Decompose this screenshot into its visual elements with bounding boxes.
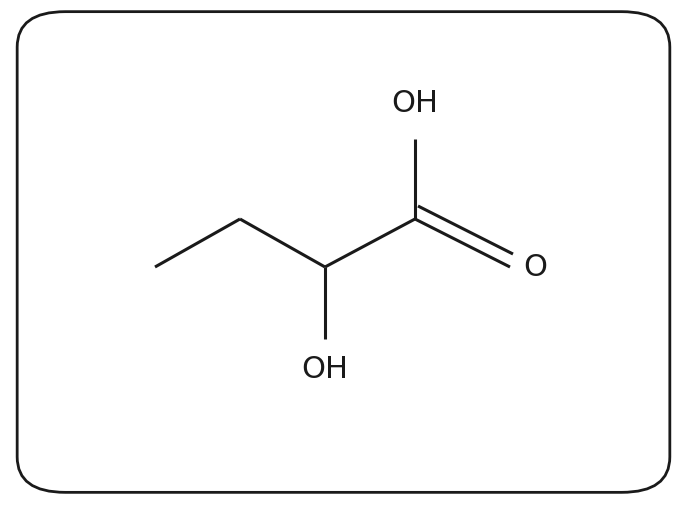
Text: OH: OH [392,89,438,118]
Text: OH: OH [302,355,348,383]
Text: O: O [523,253,547,282]
FancyBboxPatch shape [17,13,670,492]
